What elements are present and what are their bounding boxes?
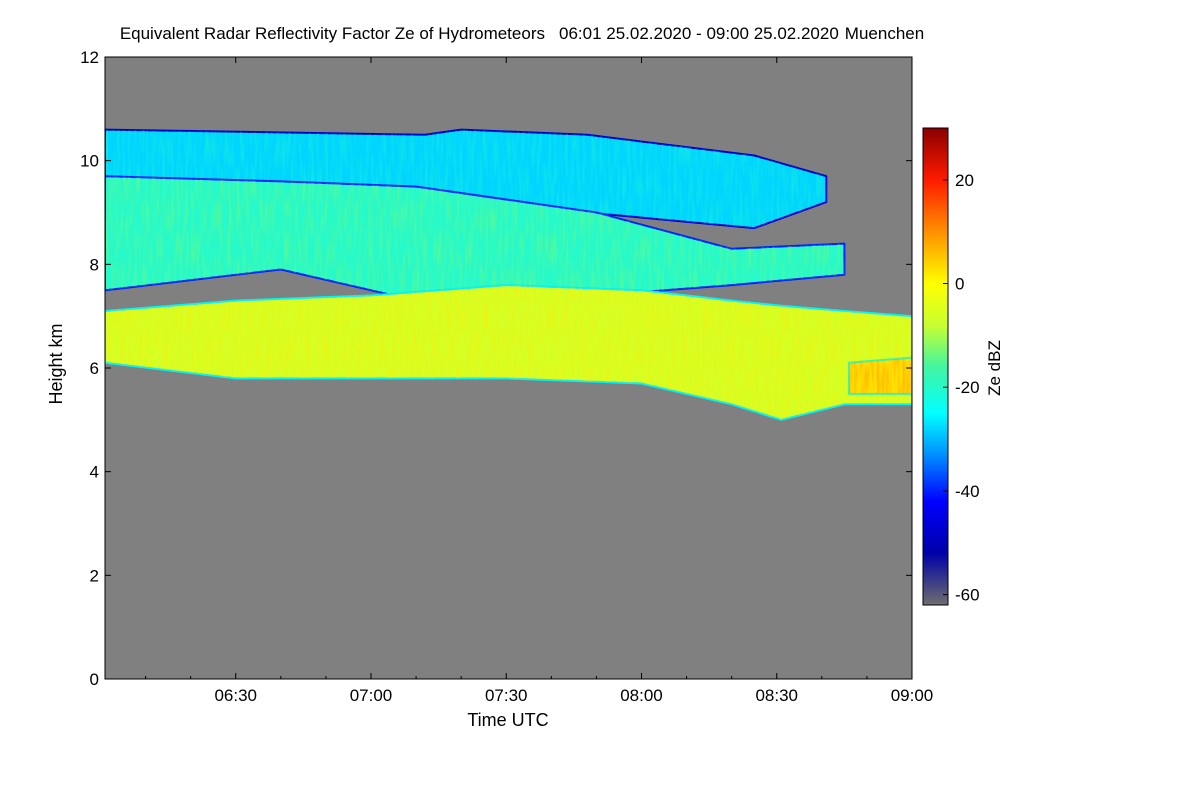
- colorbar-title: Ze dBZ: [985, 340, 1004, 396]
- x-axis: 06:30 07:00 07:30 08:00 08:30 09:00: [145, 57, 934, 705]
- x-tick-label: 07:30: [485, 686, 528, 705]
- layer-middle-layer-texture: [105, 176, 845, 301]
- y-tick-label: 10: [80, 152, 99, 171]
- colorbar-tick-label: 0: [955, 275, 964, 294]
- y-tick-label: 8: [90, 255, 99, 274]
- y-axis: 0 2 4 6 8 10 12: [80, 48, 912, 689]
- y-tick-label: 0: [90, 670, 99, 689]
- x-tick-label: 07:00: [350, 686, 393, 705]
- y-axis-title: Height km: [46, 323, 66, 404]
- x-tick-label: 08:00: [620, 686, 663, 705]
- colorbar-tick-label: -60: [955, 586, 980, 605]
- y-tick-label: 12: [80, 48, 99, 67]
- y-tick-label: 4: [90, 463, 99, 482]
- y-tick-label: 6: [90, 359, 99, 378]
- layer-strongest-echo-core-texture: [848, 357, 912, 394]
- x-axis-title: Time UTC: [467, 710, 548, 730]
- x-tick-label: 08:30: [755, 686, 798, 705]
- colorbar-tick-label: 20: [955, 171, 974, 190]
- reflectivity-layers: [105, 128, 912, 421]
- colorbar-tick-label: -40: [955, 482, 980, 501]
- x-tick-label: 06:30: [214, 686, 257, 705]
- chart-title: Equivalent Radar Reflectivity Factor Ze …: [120, 24, 924, 43]
- layer-main-precipitation-layer-texture: [105, 285, 912, 420]
- colorbar: [922, 127, 949, 606]
- x-tick-label: 09:00: [891, 686, 934, 705]
- colorbar-tick-label: -20: [955, 378, 980, 397]
- y-tick-label: 2: [90, 566, 99, 585]
- colorbar-axis: 20 0 -20 -40 -60: [943, 171, 980, 605]
